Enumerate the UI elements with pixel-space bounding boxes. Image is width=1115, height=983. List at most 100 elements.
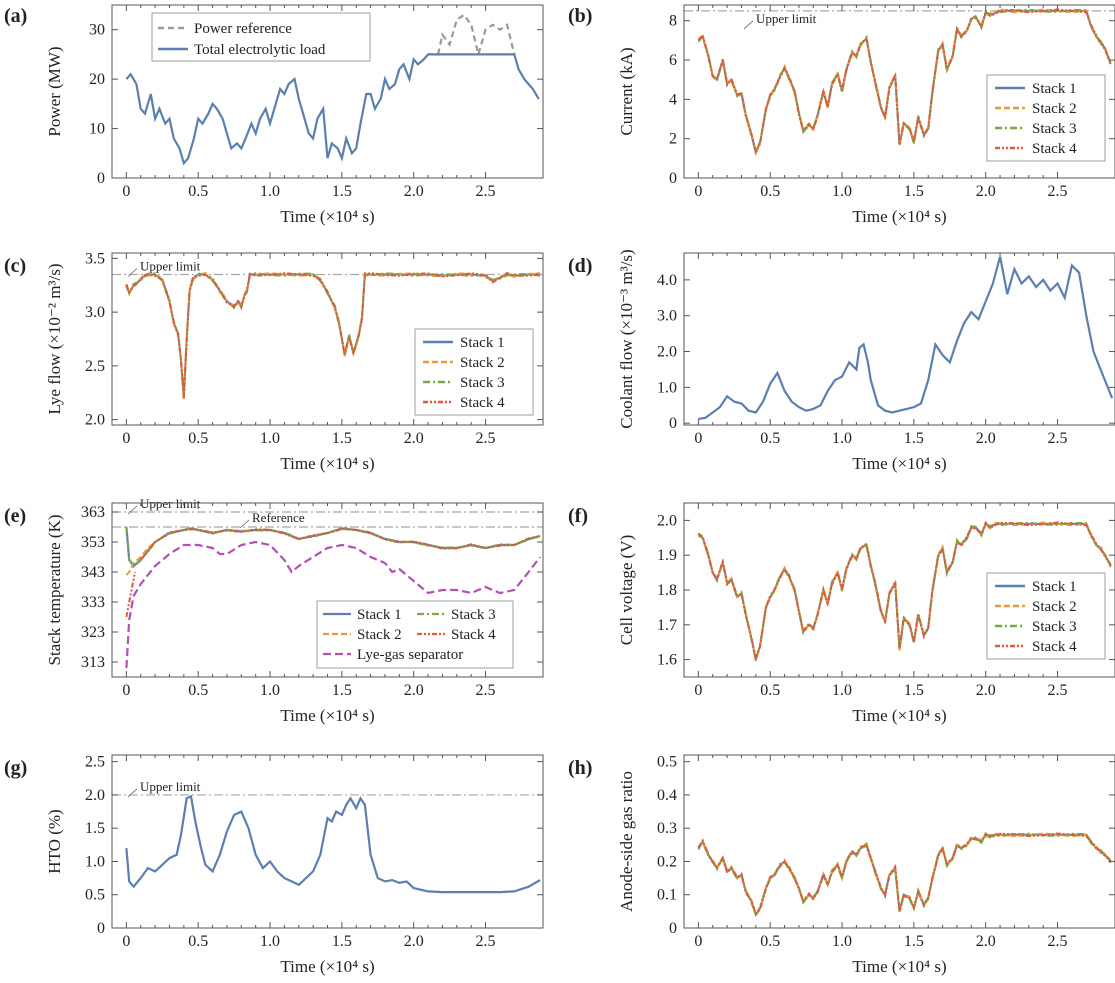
panel-label: (g) <box>4 757 27 779</box>
y-tick-label: 313 <box>81 654 105 671</box>
chart-panel-4: (d) 0 0.5 1.0 1.5 2.0 2.5 0 1.0 2.0 3.0 4.0 Time (×1… <box>568 249 1115 473</box>
legend-entry: Stack 2 <box>1032 599 1077 615</box>
chart-panel-2: (b) Upper limit 0 0.5 1.0 1.5 2.0 2.5 0 2 4 6 8 Time … <box>568 4 1115 226</box>
legend-entry: Total electrolytic load <box>194 42 326 58</box>
legend-entry: Stack 4 <box>451 627 496 643</box>
x-axis-label: Time (×10⁴ s) <box>280 454 374 473</box>
y-tick-label: 0 <box>669 170 677 187</box>
y-axis-label: Coolant flow (×10⁻³ m³/s) <box>617 249 636 428</box>
x-tick-label: 1.0 <box>832 430 852 447</box>
y-tick-label: 4.0 <box>657 272 677 289</box>
panel-label: (d) <box>568 255 592 277</box>
legend-entry: Lye-gas separator <box>357 647 463 663</box>
y-tick-label: 2.0 <box>657 512 677 529</box>
chart-panel-8: (h) 0 0.5 1.0 1.5 2.0 2.5 0 0.1 0.2 0.3 0.4 0.5 Time … <box>568 754 1115 976</box>
y-tick-label: 3.0 <box>85 304 105 321</box>
x-tick-label: 2.5 <box>1048 682 1068 699</box>
series-line-stack-3 <box>697 832 1112 918</box>
legend-box <box>151 12 371 62</box>
x-tick-label: 1.0 <box>832 183 852 200</box>
y-tick-label: 2.0 <box>85 412 105 429</box>
y-tick-label: 2 <box>669 131 677 148</box>
x-tick-label: 0.5 <box>188 682 208 699</box>
x-tick-label: 2.5 <box>476 933 496 950</box>
x-tick-label: 1.5 <box>904 430 924 447</box>
y-tick-label: 2.5 <box>85 754 105 771</box>
x-tick-label: 0.5 <box>760 183 780 200</box>
legend-entry: Stack 3 <box>1032 121 1077 137</box>
series-line-main <box>125 794 541 894</box>
annotation-leader <box>127 505 138 515</box>
x-tick-label: 0 <box>694 933 702 950</box>
annotation-leader <box>743 20 754 30</box>
legend-entry: Stack 1 <box>1032 81 1077 97</box>
panel-label: (f) <box>568 505 588 527</box>
panel-label: (a) <box>4 5 27 27</box>
panel-label: (c) <box>4 255 26 277</box>
x-axis-label: Time (×10⁴ s) <box>852 957 946 976</box>
y-axis-label: Power (MW) <box>45 46 64 136</box>
x-tick-label: 2.5 <box>1048 933 1068 950</box>
x-tick-label: 1.0 <box>832 682 852 699</box>
x-tick-label: 1.0 <box>832 933 852 950</box>
x-tick-label: 2.0 <box>404 183 424 200</box>
y-tick-label: 10 <box>89 121 105 138</box>
limit-annotation: Upper limit <box>140 779 201 794</box>
y-tick-label: 2.5 <box>85 358 105 375</box>
x-tick-label: 1.0 <box>260 430 280 447</box>
y-tick-label: 1.0 <box>657 379 677 396</box>
y-tick-label: 363 <box>81 504 105 521</box>
x-tick-label: 1.5 <box>332 682 352 699</box>
y-tick-label: 3.0 <box>657 308 677 325</box>
limit-annotation: Upper limit <box>756 11 817 26</box>
limit-annotation: Upper limit <box>140 259 201 274</box>
x-tick-label: 1.0 <box>260 933 280 950</box>
series-line-stack-4 <box>697 8 1112 155</box>
x-tick-label: 2.0 <box>404 430 424 447</box>
x-tick-label: 2.5 <box>476 430 496 447</box>
y-tick-label: 2.0 <box>657 344 677 361</box>
legend-entry: Stack 2 <box>460 355 505 371</box>
series-lines <box>125 794 541 894</box>
x-tick-label: 0 <box>694 682 702 699</box>
x-tick-label: 2.0 <box>404 933 424 950</box>
annotation-leader <box>127 268 138 277</box>
y-axis-label: Current (kA) <box>617 47 636 135</box>
x-tick-label: 0 <box>694 430 702 447</box>
x-axis-label: Time (×10⁴ s) <box>852 706 946 725</box>
legend-entry: Stack 2 <box>357 627 402 643</box>
series-line-power-reference <box>428 13 516 59</box>
series-line-stack-2 <box>697 8 1112 157</box>
y-tick-label: 0.1 <box>657 887 677 904</box>
y-tick-label: 0.5 <box>85 887 105 904</box>
x-axis-label: Time (×10⁴ s) <box>280 706 374 725</box>
series-lines <box>697 8 1112 157</box>
y-tick-label: 0 <box>97 920 105 937</box>
legend-entry: Stack 2 <box>1032 101 1077 117</box>
series-lines <box>697 520 1112 663</box>
y-tick-label: 0.4 <box>657 787 677 804</box>
y-tick-label: 6 <box>669 52 677 69</box>
legend-entry: Power reference <box>194 21 292 37</box>
x-tick-label: 2.0 <box>976 682 996 699</box>
panel-label: (b) <box>568 5 592 27</box>
series-line-total-electrolytic-load <box>125 53 540 166</box>
x-tick-label: 0.5 <box>188 430 208 447</box>
y-axis-label: Lye flow (×10⁻² m³/s) <box>45 263 64 414</box>
x-tick-label: 1.5 <box>332 933 352 950</box>
legend-entry: Stack 4 <box>1032 141 1077 157</box>
x-tick-label: 2.0 <box>976 183 996 200</box>
annotation-leader <box>127 788 138 798</box>
legend-entry: Stack 3 <box>451 607 496 623</box>
x-axis-label: Time (×10⁴ s) <box>280 957 374 976</box>
series-line-stack-3 <box>125 272 541 399</box>
legend-entry: Stack 3 <box>1032 619 1077 635</box>
legend-entry: Stack 4 <box>1032 639 1077 655</box>
legend: Power reference Total electrolytic load <box>151 12 371 62</box>
x-tick-label: 0 <box>122 430 130 447</box>
y-tick-label: 4 <box>669 91 677 108</box>
y-tick-label: 1.0 <box>85 853 105 870</box>
chart-panel-6: (f) 0 0.5 1.0 1.5 2.0 2.5 1.6 1.7 1.8 1.9 2.0 Time (… <box>568 502 1115 725</box>
